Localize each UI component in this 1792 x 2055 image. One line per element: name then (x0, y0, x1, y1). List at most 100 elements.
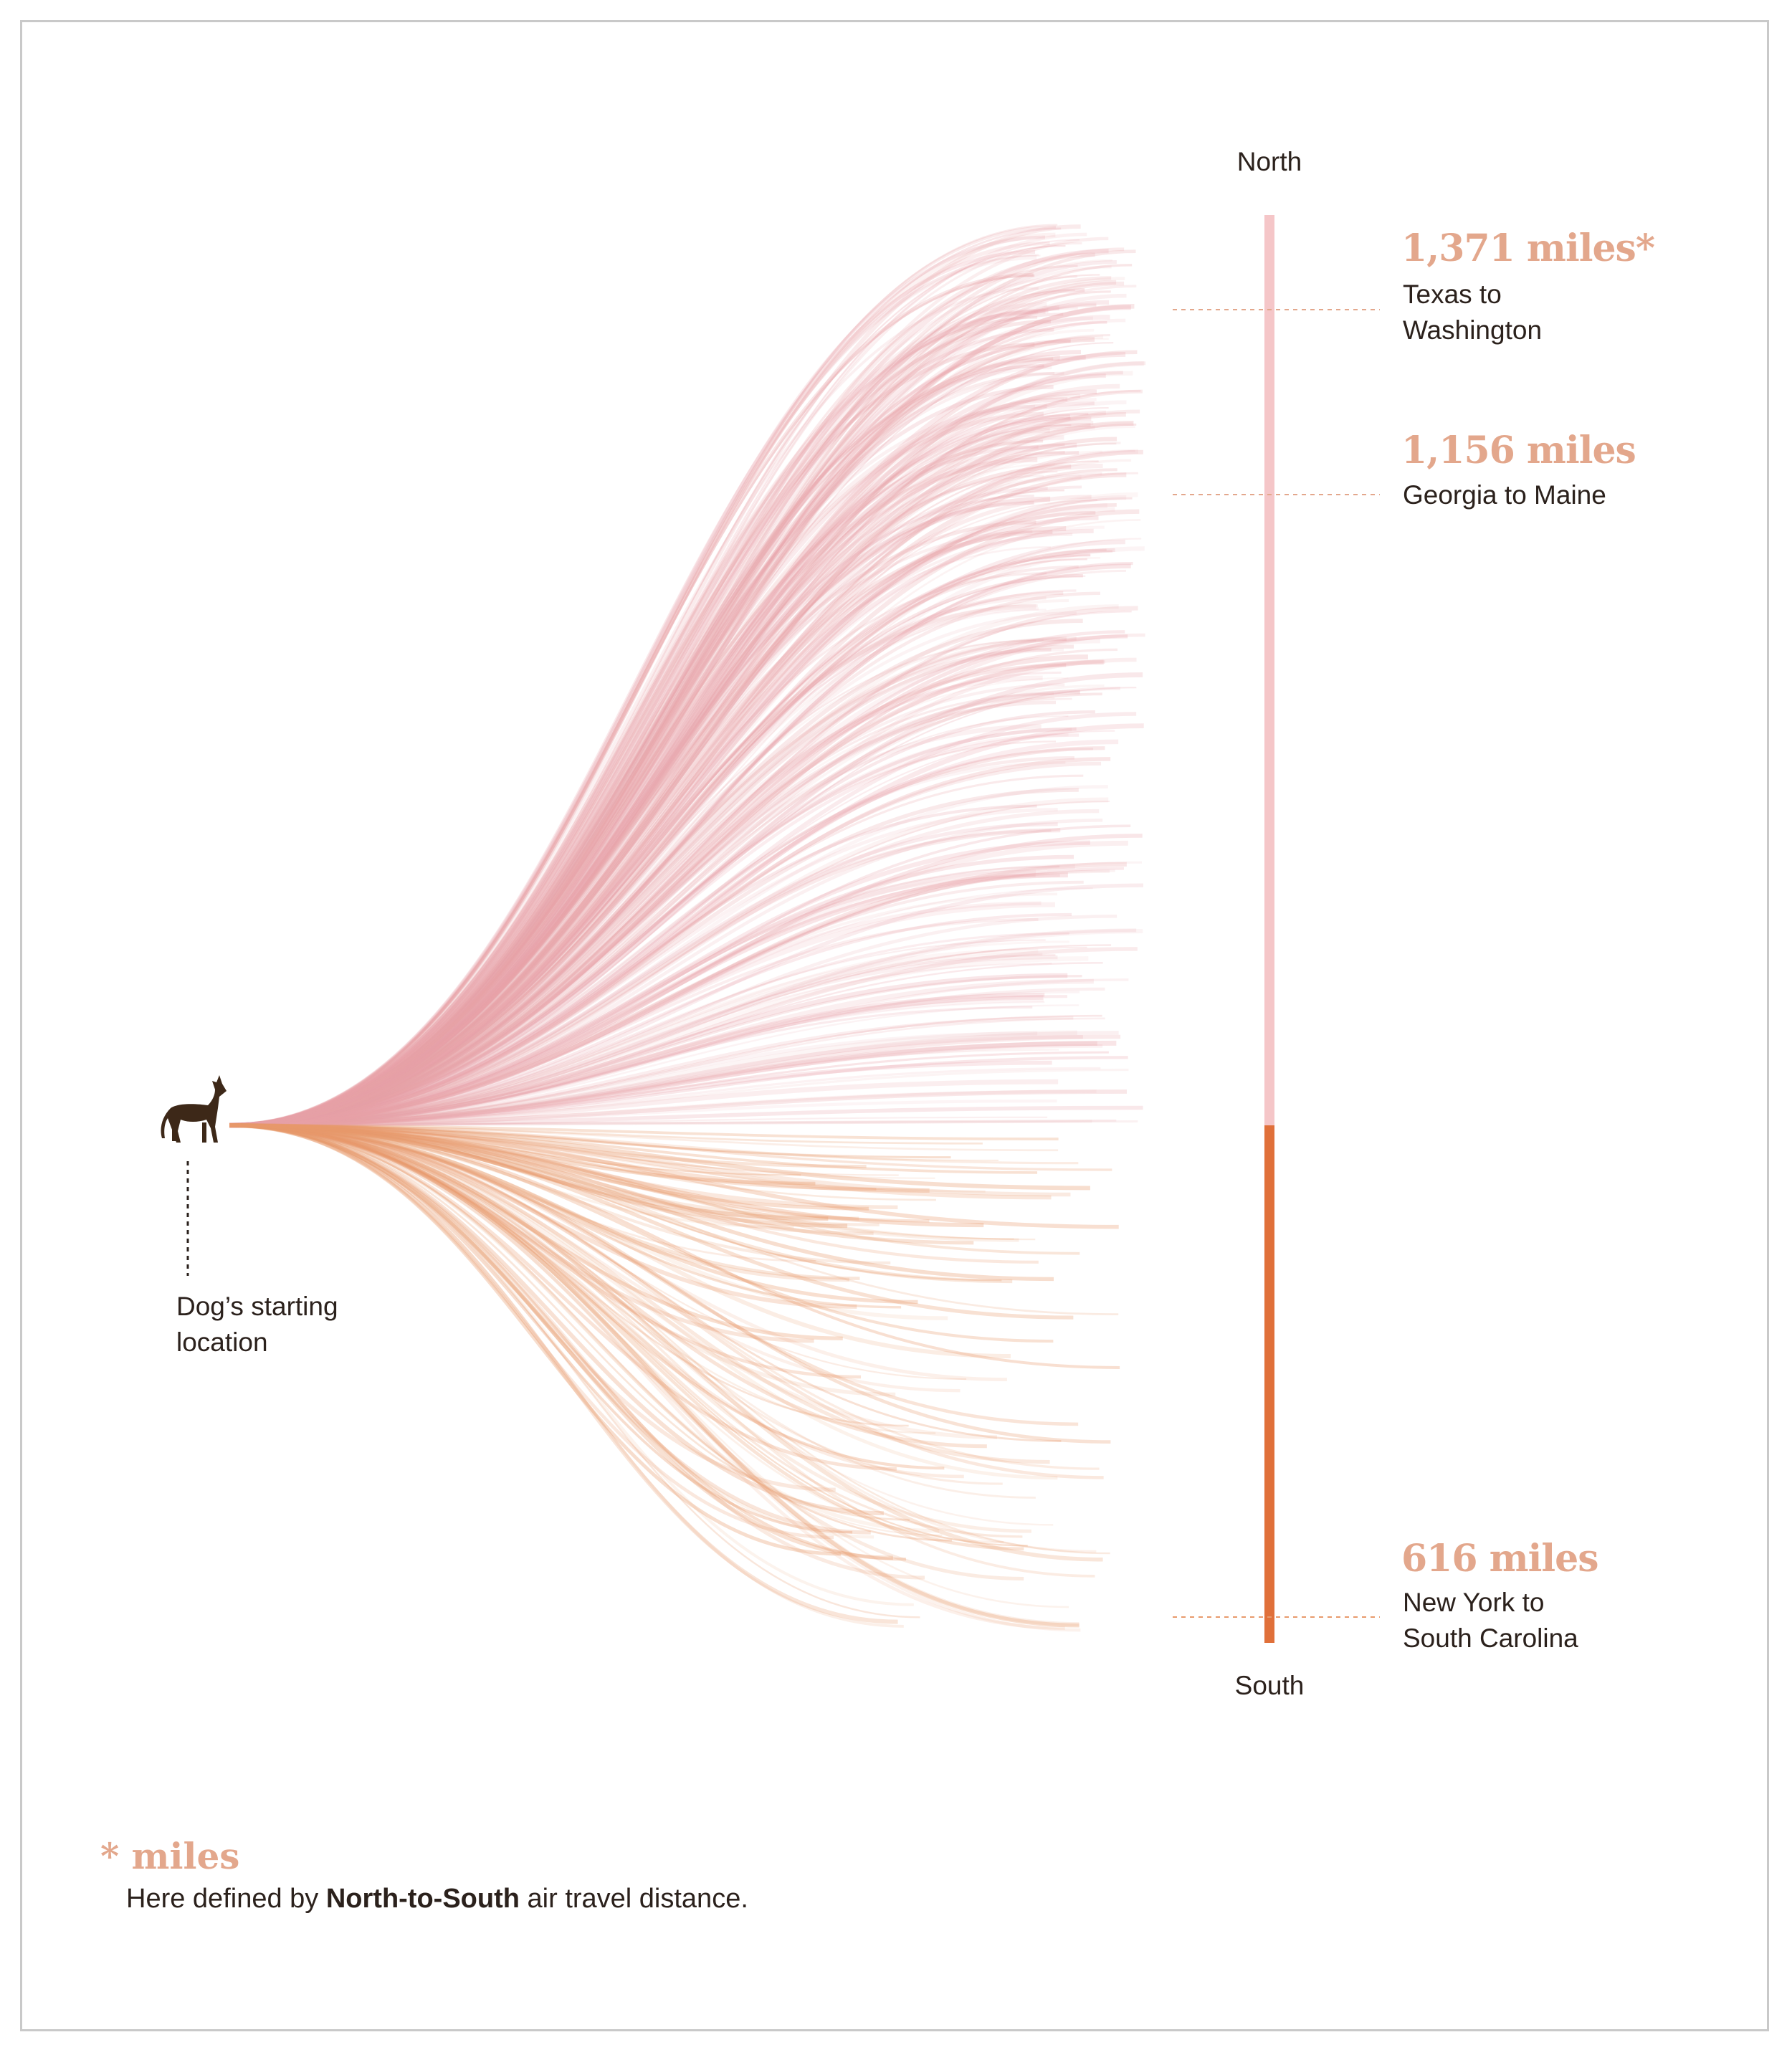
north-trajectory (229, 1006, 1033, 1127)
north-trajectory (229, 687, 1120, 1127)
north-trajectory (229, 463, 1103, 1128)
south-trajectory (229, 1123, 871, 1535)
south-trajectory (229, 1123, 834, 1540)
north-trajectory (229, 1014, 1102, 1127)
north-trajectory (229, 417, 1071, 1127)
south-trajectory (229, 1123, 998, 1439)
north-trajectory (229, 277, 1125, 1127)
south-trajectory (229, 1123, 1054, 1343)
north-trajectory (229, 604, 1119, 1128)
north-trajectory (229, 315, 1110, 1128)
north-trajectory (229, 306, 1078, 1127)
north-trajectory (229, 869, 1036, 1127)
north-trajectory (229, 264, 1078, 1127)
north-trajectory (229, 834, 1143, 1127)
north-trajectory (229, 364, 1044, 1127)
north-trajectory (229, 995, 1067, 1127)
north-trajectory (229, 691, 1080, 1127)
south-trajectory (229, 1123, 869, 1211)
north-trajectory (229, 861, 1143, 1127)
south-trajectory (229, 1123, 849, 1282)
south-trajectory (229, 1124, 1004, 1544)
north-trajectory (229, 862, 1127, 1128)
north-trajectory (229, 1040, 1117, 1128)
north-trajectory (229, 423, 1137, 1127)
north-trajectory (229, 819, 1103, 1127)
north-trajectory (229, 254, 1037, 1128)
south-trajectory (229, 1124, 943, 1536)
north-trajectory (229, 761, 1066, 1127)
north-trajectory (229, 944, 1112, 1127)
south-trajectory (229, 1124, 1059, 1140)
south-trajectory (229, 1123, 859, 1221)
north-trajectory (229, 254, 1041, 1127)
north-trajectory (229, 442, 1121, 1127)
south-trajectory (229, 1123, 843, 1340)
north-trajectory (229, 869, 1110, 1127)
north-trajectory (229, 293, 1127, 1127)
north-trajectory (229, 829, 1052, 1127)
north-trajectory (229, 1079, 1059, 1128)
north-trajectory (229, 955, 1058, 1127)
north-trajectory (229, 459, 1132, 1127)
north-trajectory (229, 225, 1056, 1127)
north-trajectory (229, 874, 1060, 1127)
north-trajectory (229, 546, 1145, 1128)
south-trajectory (229, 1123, 918, 1304)
south-trajectory (229, 1124, 794, 1229)
south-trajectory (229, 1123, 814, 1343)
south-trajectory (229, 1123, 1013, 1284)
origin-label-2: location (176, 1327, 268, 1357)
north-trajectory (229, 700, 1056, 1127)
axis-label-south: South (1235, 1671, 1305, 1700)
south-trajectory (229, 1124, 967, 1381)
north-trajectory (229, 265, 1112, 1127)
south-trajectory (229, 1123, 1090, 1191)
north-trajectory (229, 634, 1128, 1127)
north-trajectory (229, 556, 1101, 1127)
north-trajectory (229, 630, 1125, 1127)
north-trajectory (229, 563, 1131, 1128)
north-trajectory (229, 953, 1043, 1127)
north-trajectory (229, 343, 1035, 1127)
north-trajectory (229, 995, 1044, 1128)
north-trajectory (229, 928, 1137, 1127)
south-trajectory (229, 1124, 1014, 1240)
north-trajectory (229, 400, 1127, 1127)
annotation-1156-value: 1,156 miles (1401, 429, 1636, 472)
north-trajectory (229, 355, 1086, 1128)
north-trajectory (229, 939, 1046, 1127)
north-trajectory (229, 1120, 1092, 1127)
north-trajectory (229, 727, 1077, 1127)
north-trajectory (229, 289, 1075, 1127)
south-trajectory (229, 1123, 964, 1479)
footnote-title: * miles (100, 1835, 240, 1877)
south-trajectory (229, 1123, 1079, 1426)
south-trajectory (229, 1123, 961, 1393)
north-trajectory (229, 372, 1055, 1127)
north-trajectory (229, 335, 1104, 1127)
south-trajectory (229, 1123, 945, 1470)
north-trajectory (229, 1031, 1119, 1127)
north-trajectory (229, 264, 1133, 1127)
north-trajectory (229, 1099, 1057, 1127)
north-trajectory (229, 663, 1067, 1127)
north-trajectory (229, 1031, 1038, 1127)
north-trajectory (229, 373, 1106, 1128)
south-trajectory (229, 1124, 986, 1193)
north-trajectory (229, 683, 1065, 1127)
north-trajectory (229, 501, 1034, 1127)
north-trajectory (229, 464, 1072, 1127)
south-trajectory (229, 1124, 904, 1628)
north-trajectory (229, 1056, 1128, 1127)
north-trajectory (229, 697, 1072, 1127)
north-trajectory (229, 383, 1120, 1128)
north-trajectory (229, 809, 1100, 1127)
north-trajectory (229, 636, 1067, 1128)
north-trajectory (229, 654, 1088, 1128)
north-trajectory (229, 475, 1082, 1127)
chart-frame (20, 20, 1769, 2031)
north-trajectory (229, 397, 1064, 1127)
north-trajectory (229, 538, 1142, 1127)
south-trajectory (229, 1124, 951, 1159)
